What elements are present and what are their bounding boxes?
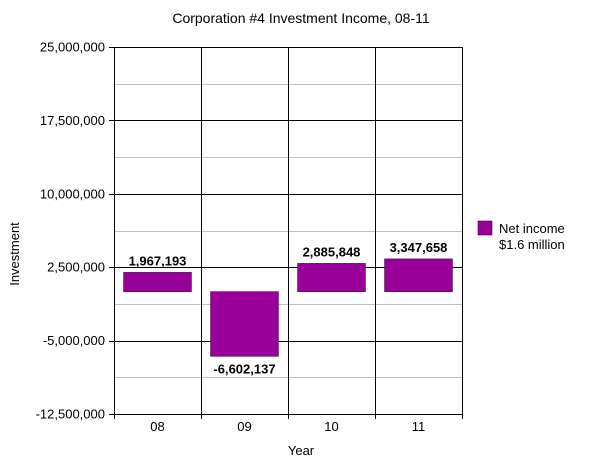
y-tick-label: 25,000,000: [40, 40, 105, 55]
x-tick-label: 11: [412, 419, 426, 434]
y-tick-label: 2,500,000: [47, 260, 105, 275]
data-label: 2,885,848: [303, 244, 361, 259]
bar: [123, 272, 192, 292]
legend-swatch: [477, 220, 493, 236]
data-labels: 1,967,193 -6,602,137 2,885,848 3,347,658: [129, 240, 448, 376]
data-label: 3,347,658: [390, 240, 448, 255]
grid: [109, 47, 462, 415]
bar: [297, 263, 366, 292]
y-axis-ticks: 25,000,000 17,500,000 10,000,000 2,500,000 -…: [36, 40, 105, 422]
data-label: -6,602,137: [213, 361, 275, 376]
legend: Net income$1.6 million: [477, 220, 565, 252]
bar: [384, 258, 453, 292]
x-axis-ticks: 08 09 10 11: [150, 419, 425, 434]
x-axis-label: Year: [288, 443, 315, 458]
y-axis-label: Investment: [7, 222, 22, 286]
x-tick-label: 10: [324, 419, 338, 434]
y-tick-label: 17,500,000: [40, 113, 105, 128]
legend-sublabel: $1.6 million: [499, 237, 565, 252]
bar: [210, 291, 279, 357]
data-label: 1,967,193: [129, 253, 187, 268]
plot-frame: [114, 47, 463, 419]
chart-title: Corporation #4 Investment Income, 08-11: [172, 10, 430, 26]
x-tick-label: 09: [237, 419, 251, 434]
bars: [123, 258, 453, 357]
x-tick-label: 08: [150, 419, 164, 434]
y-tick-label: -12,500,000: [36, 407, 105, 422]
y-tick-label: -5,000,000: [43, 333, 105, 348]
legend-label: Net income: [499, 221, 565, 236]
y-tick-label: 10,000,000: [40, 186, 105, 201]
